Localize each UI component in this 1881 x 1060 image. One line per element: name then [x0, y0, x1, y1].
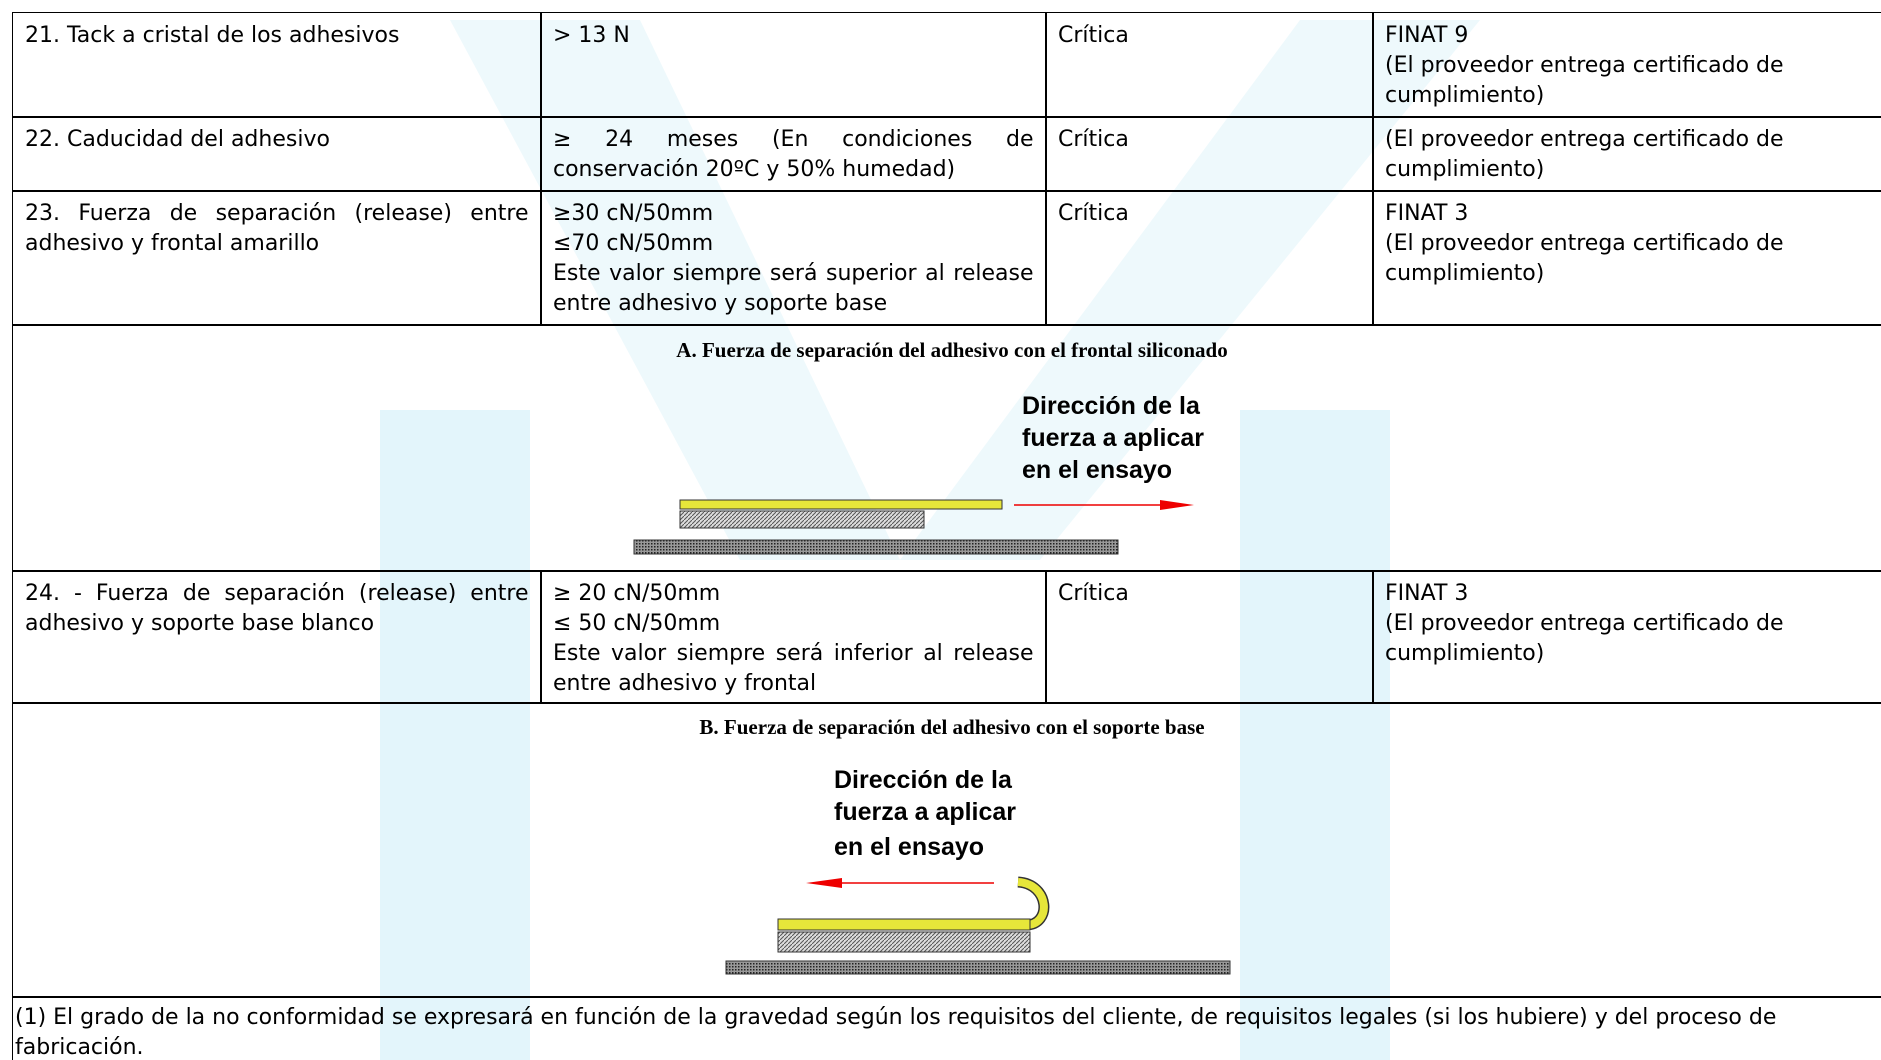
figure-label: fuerza a aplicar	[834, 798, 1016, 826]
watermark-shape	[900, 20, 1480, 560]
cell-text: Crítica	[1058, 127, 1129, 152]
cell-text: 24. - Fuerza de separación (release) ent…	[25, 581, 529, 636]
table-cell: Crítica	[1045, 12, 1374, 118]
figure-caption: A. Fuerza de separación del adhesivo con…	[676, 338, 1227, 362]
arrow-head	[1160, 500, 1194, 510]
cell-text: FINAT 9	[1385, 23, 1469, 48]
cell-text: (El proveedor entrega certificado de cum…	[1385, 127, 1784, 182]
cell-text: (El proveedor entrega certificado de cum…	[1385, 53, 1784, 108]
figure-label: Dirección de la	[1022, 392, 1201, 420]
cell-text: 23. Fuerza de separación (release) entre…	[25, 201, 529, 256]
cell-text: 22. Caducidad del adhesivo	[25, 127, 330, 152]
table-cell: 22. Caducidad del adhesivo	[12, 116, 542, 192]
base-layer	[633, 539, 1119, 555]
cell-text: (El proveedor entrega certificado de cum…	[1385, 611, 1784, 666]
cell-text: Este valor siempre será inferior al rele…	[553, 641, 1034, 696]
table-cell: FINAT 3 (El proveedor entrega certificad…	[1372, 190, 1881, 326]
table-cell: 21. Tack a cristal de los adhesivos	[12, 12, 542, 118]
figure-caption: B. Fuerza de separación del adhesivo con…	[699, 715, 1204, 739]
cell-text: FINAT 3	[1385, 581, 1469, 606]
cell-text: ≥ 20 cN/50mm	[553, 581, 721, 606]
table-cell: ≥ 20 cN/50mm ≤ 50 cN/50mm Este valor siemp…	[540, 570, 1047, 704]
cell-text: ≤70 cN/50mm	[553, 231, 714, 256]
figure-label: en el ensayo	[834, 833, 984, 861]
figure-label: en el ensayo	[1022, 456, 1172, 484]
frontal-layer	[777, 918, 1031, 931]
table-cell: 24. - Fuerza de separación (release) ent…	[12, 570, 542, 704]
figure-cell	[12, 324, 1881, 572]
watermark-shape	[1240, 410, 1390, 1060]
figure-label: fuerza a aplicar	[1022, 424, 1204, 452]
table-cell: ≥ 24 meses (En condiciones de conservaci…	[540, 116, 1047, 192]
cell-text: Crítica	[1058, 201, 1129, 226]
cell-text: ≥30 cN/50mm	[553, 201, 714, 226]
footnote: (1) El grado de la no conformidad se exp…	[15, 1005, 1777, 1060]
arrow-head	[806, 878, 842, 888]
table-cell: Crítica	[1045, 116, 1374, 192]
frontal-hook	[1017, 878, 1048, 929]
watermark-shape	[380, 410, 530, 1060]
figure-label: Dirección de la	[834, 766, 1013, 794]
table-cell: FINAT 9 (El proveedor entrega certificado…	[1372, 12, 1881, 118]
cell-text: Crítica	[1058, 581, 1129, 606]
table-cell: 23. Fuerza de separación (release) entre…	[12, 190, 542, 326]
cell-text: Crítica	[1058, 23, 1129, 48]
base-layer	[725, 960, 1231, 975]
cell-text: ≥ 24 meses (En condiciones de conservaci…	[553, 127, 1034, 182]
cell-text: ≤ 50 cN/50mm	[553, 611, 721, 636]
table-cell: > 13 N	[540, 12, 1047, 118]
adhesive-layer	[777, 931, 1031, 953]
footnote-cell: (1) El grado de la no conformidad se exp…	[12, 996, 1881, 1060]
adhesive-layer	[679, 510, 925, 529]
cell-text: Este valor siempre será superior al rele…	[553, 261, 1034, 316]
table-cell: (El proveedor entrega certificado de cum…	[1372, 116, 1881, 192]
cell-text: > 13 N	[553, 23, 630, 48]
table-cell: Crítica	[1045, 190, 1374, 326]
frontal-layer	[679, 499, 1003, 510]
table-cell: Crítica	[1045, 570, 1374, 704]
cell-text: (El proveedor entrega certificado de cum…	[1385, 231, 1784, 286]
figure-cell	[12, 702, 1881, 998]
cell-text: 21. Tack a cristal de los adhesivos	[25, 23, 400, 48]
cell-text: FINAT 3	[1385, 201, 1469, 226]
table-cell: ≥30 cN/50mm ≤70 cN/50mm Este valor siempre…	[540, 190, 1047, 326]
table-cell: FINAT 3 (El proveedor entrega certificado…	[1372, 570, 1881, 704]
watermark-shape	[450, 20, 900, 560]
